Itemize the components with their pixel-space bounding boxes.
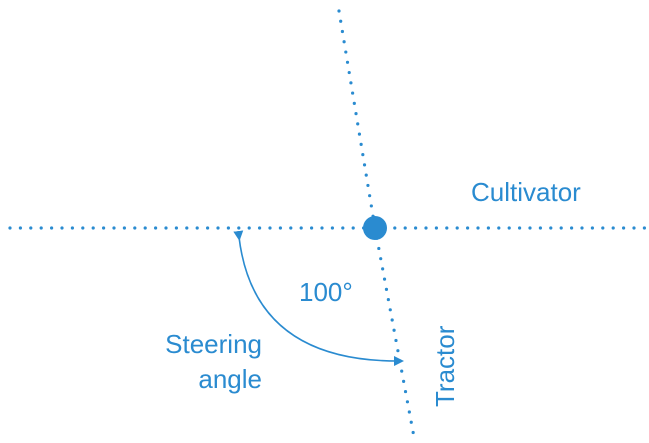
steering-label-line2: angle [198, 364, 262, 394]
tractor-axis-line [373, 226, 416, 439]
steering-angle-arc [233, 230, 404, 367]
tractor-label: Tractor [430, 325, 460, 407]
steering-label-line1: Steering [165, 329, 262, 359]
cultivator-label: Cultivator [471, 177, 581, 207]
hitch-axis-line [337, 9, 377, 230]
angle-value-label: 100° [299, 277, 353, 307]
pivot-point [363, 216, 387, 240]
